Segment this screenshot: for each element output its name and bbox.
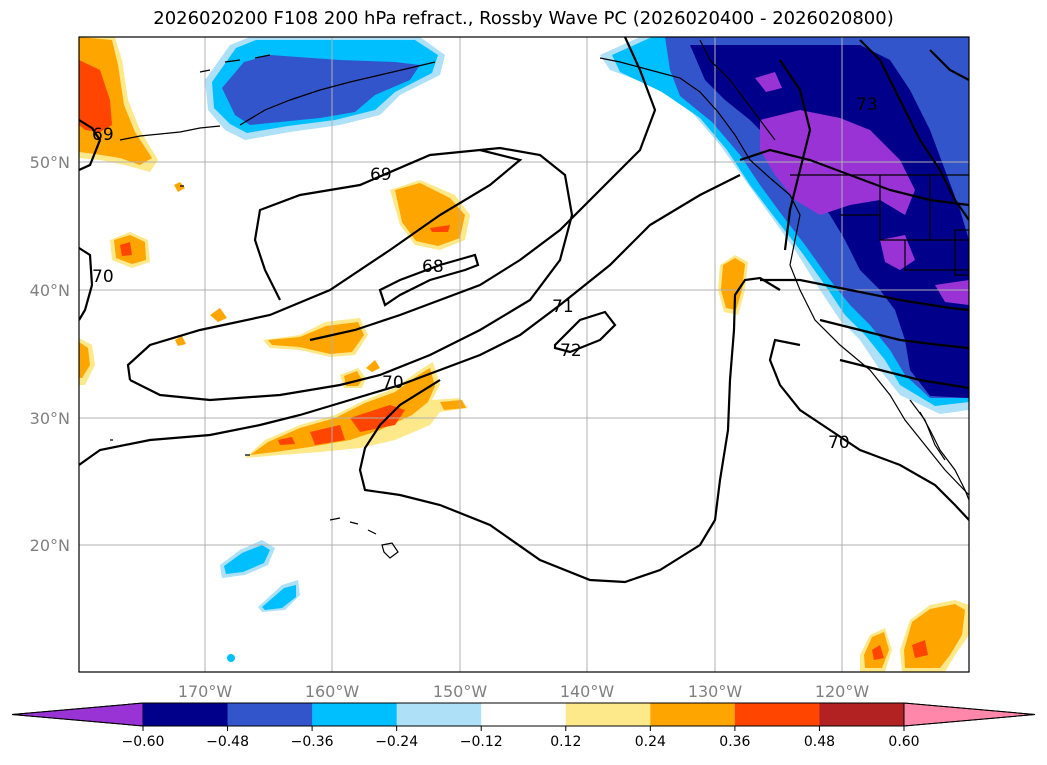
longitude-labels: 170°W 160°W 150°W 140°W 130°W 120°W — [178, 682, 870, 701]
colorbar-tick-label: −0.12 — [460, 734, 503, 750]
contour-label: 69 — [92, 125, 114, 145]
lat-label: 20°N — [30, 536, 70, 555]
contour-label: 73 — [856, 95, 878, 115]
map-panel: 69 68 70 71 72 70 70 69 73 — [79, 37, 969, 672]
lon-label: 150°W — [433, 682, 488, 701]
refractivity-contours — [79, 37, 969, 584]
colorbar-extend-min — [11, 702, 144, 727]
lon-label: 160°W — [305, 682, 360, 701]
contour-label: 72 — [560, 341, 582, 361]
lon-label: 140°W — [560, 682, 615, 701]
positive-anomaly-shading — [79, 37, 969, 672]
lon-label: 170°W — [178, 682, 233, 701]
colorbar-tick-label: −0.24 — [375, 734, 418, 750]
colorbar-tick-label: 0.24 — [635, 734, 666, 750]
colorbar-bin — [396, 703, 482, 726]
contour-label: 70 — [382, 373, 404, 393]
colorbar-tick-label: 0.36 — [719, 734, 750, 750]
contour-labels: 69 68 70 71 72 70 70 69 73 — [92, 95, 878, 453]
map-frame — [78, 36, 970, 673]
lat-label: 40°N — [30, 281, 70, 300]
colorbar-bin — [143, 703, 229, 726]
lat-label: 50°N — [30, 153, 70, 172]
plot-title: 2026020200 F108 200 hPa refract., Rossby… — [153, 8, 894, 29]
colorbar-tick-label: −0.36 — [291, 734, 334, 750]
colorbar-tick-label: 0.12 — [550, 734, 581, 750]
colorbar-tick-label: −0.48 — [206, 734, 249, 750]
coastlines — [110, 39, 969, 559]
contour-label: 69 — [370, 165, 392, 185]
contour-label: 68 — [422, 257, 444, 277]
graticule — [79, 37, 969, 672]
colorbar: −0.60 −0.48 −0.36 −0.24 −0.12 0.12 0.24 0.36 0.4… — [11, 702, 1036, 750]
latitude-labels: 50°N 40°N 30°N 20°N — [30, 153, 70, 555]
colorbar-bin — [565, 703, 651, 726]
lon-label: 130°W — [688, 682, 743, 701]
colorbar-bin — [819, 703, 905, 726]
colorbar-bin — [481, 703, 567, 726]
lat-label: 30°N — [30, 409, 70, 428]
contour-label: 71 — [552, 297, 574, 317]
contour-label: 70 — [828, 433, 850, 453]
colorbar-bin — [650, 703, 736, 726]
lon-label: 120°W — [815, 682, 870, 701]
negative-anomaly-shading — [205, 37, 969, 662]
colorbar-bin — [734, 703, 820, 726]
colorbar-bin — [227, 703, 313, 726]
colorbar-bin — [312, 703, 398, 726]
colorbar-extend-max — [903, 702, 1036, 727]
colorbar-tick-label: 0.60 — [888, 734, 919, 750]
contour-label: 70 — [92, 267, 114, 287]
colorbar-tick-label: −0.60 — [122, 734, 165, 750]
colorbar-tick-label: 0.48 — [804, 734, 835, 750]
